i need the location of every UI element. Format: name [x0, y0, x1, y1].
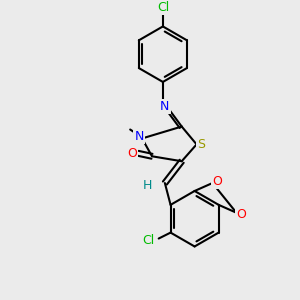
Text: S: S: [197, 138, 206, 151]
Text: O: O: [127, 147, 137, 160]
Text: H: H: [142, 178, 152, 191]
Text: O: O: [236, 208, 246, 221]
Text: Cl: Cl: [142, 234, 155, 247]
Text: N: N: [134, 130, 144, 143]
Text: O: O: [212, 175, 222, 188]
Text: Cl: Cl: [157, 1, 169, 14]
Text: N: N: [160, 100, 170, 113]
